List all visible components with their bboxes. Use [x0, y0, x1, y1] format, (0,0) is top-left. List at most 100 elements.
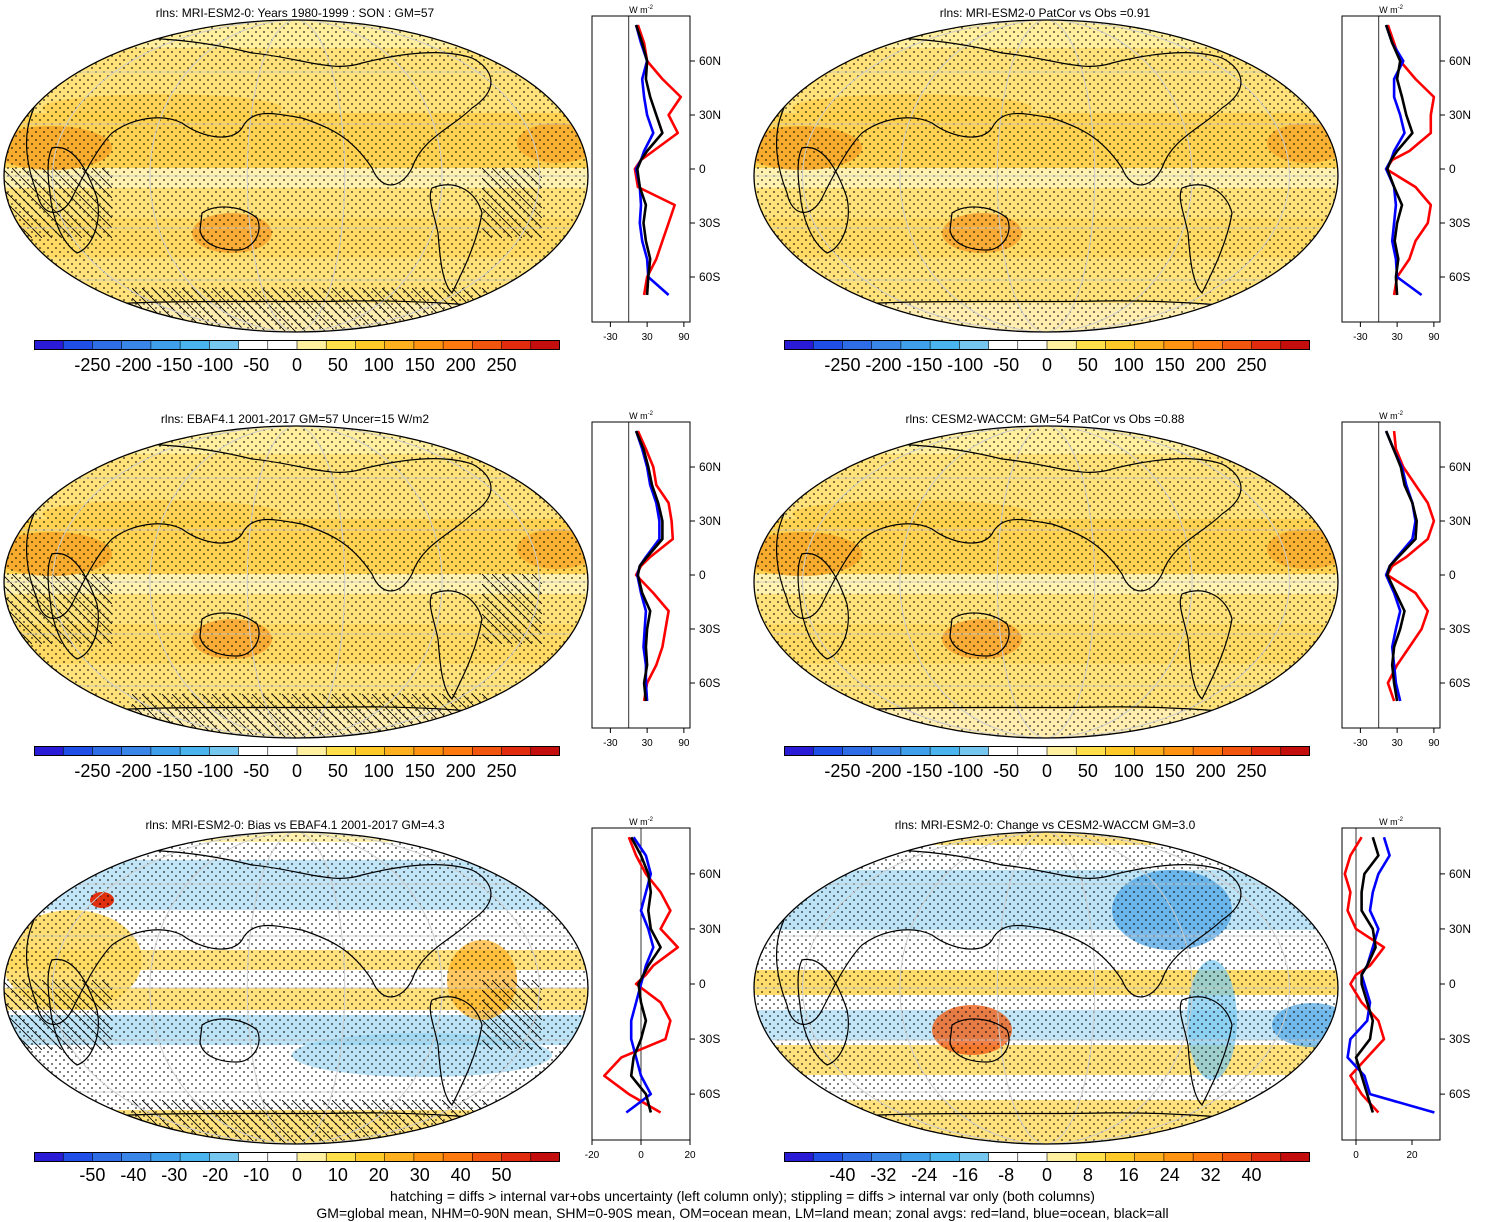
y-tick-label: 60S — [699, 270, 720, 284]
graticule-line — [149, 20, 443, 332]
coastline — [1179, 184, 1233, 295]
colorbar-swatch — [1076, 340, 1106, 350]
colorbar-tick-label: 40 — [1241, 1165, 1262, 1185]
colorbar-tick-label: 50 — [491, 1165, 512, 1185]
colorbar-swatch — [384, 1152, 415, 1162]
x-tick-label: -30 — [1353, 332, 1368, 343]
colorbar-swatch — [1017, 1152, 1048, 1162]
panel-title: rlns: MRI-ESM2-0: Bias vs EBAF4.1 2001-2… — [145, 818, 445, 832]
y-tick-label: 60N — [699, 54, 721, 68]
colorbar-swatch — [813, 1152, 843, 1162]
colorbar-swatch — [121, 340, 152, 350]
zonal-series-line — [1384, 24, 1436, 296]
colorbar-tick-label: -40 — [120, 1165, 147, 1185]
colorbar-swatch — [238, 746, 269, 756]
panel-title: rlns: MRI-ESM2-0: Change vs CESM2-WACCM … — [894, 818, 1196, 832]
colorbar-tick-label: 150 — [404, 761, 435, 781]
y-tick-label: 30S — [1449, 1032, 1470, 1046]
coastline — [25, 443, 492, 619]
colorbar-swatch — [326, 340, 356, 350]
colorbar-swatch — [900, 1152, 931, 1162]
colorbar-tick-label: -250 — [824, 355, 861, 375]
graticule-line — [996, 426, 1096, 738]
unit-label: W m-2 — [1379, 411, 1403, 421]
colorbar-tick-label: -50 — [993, 355, 1020, 375]
map-border — [753, 831, 1339, 1145]
colorbar-swatch — [34, 746, 64, 756]
map-border — [753, 19, 1339, 333]
x-tick-label: 30 — [642, 332, 654, 343]
graticule-line — [246, 426, 346, 738]
colorbar-swatch — [150, 746, 181, 756]
coastline — [25, 849, 492, 1025]
colorbar-swatch — [326, 746, 356, 756]
colorbar-swatch — [267, 1152, 298, 1162]
coastline — [199, 1018, 260, 1063]
colorbar-swatch — [355, 340, 385, 350]
colorbar-swatch — [530, 340, 560, 350]
colorbar-tick-label: -250 — [74, 355, 111, 375]
colorbar-tick-label: -24 — [911, 1165, 938, 1185]
zonal-series-line — [1384, 24, 1414, 296]
colorbar-tick-label: 16 — [1118, 1165, 1139, 1185]
zonal-series-line — [603, 836, 680, 1114]
graticule-line — [899, 832, 1193, 1144]
colorbar-swatch — [1251, 340, 1282, 350]
colorbar-tick-label: -200 — [865, 761, 902, 781]
colorbar-tick-label: -150 — [156, 355, 193, 375]
x-tick-label: 0 — [638, 1150, 644, 1161]
coastline — [775, 443, 1242, 619]
colorbar-tick-label: 200 — [1195, 761, 1226, 781]
colorbar-labels: -250 -200 -150 -100 -50 0 50 100 150 200 250 — [784, 761, 1310, 783]
x-tick-label: 90 — [1428, 332, 1440, 343]
map-plot — [3, 831, 589, 1145]
coastline — [1179, 590, 1233, 701]
y-tick-label: 30N — [1449, 922, 1471, 936]
y-tick-label: 0 — [699, 162, 706, 176]
colorbar-swatch — [443, 340, 473, 350]
colorbar — [784, 1152, 1310, 1162]
x-tick-label: 90 — [678, 738, 690, 749]
colorbar-swatch — [1280, 340, 1310, 350]
x-tick-label: 0 — [1353, 1150, 1359, 1161]
colorbar-swatch — [842, 340, 872, 350]
colorbar-tick-label: 200 — [445, 355, 476, 375]
colorbar-tick-label: 250 — [1236, 761, 1267, 781]
map-border — [3, 425, 589, 739]
y-tick-label: 30N — [1449, 108, 1471, 122]
colorbar-tick-label: -100 — [197, 355, 234, 375]
graticule-line — [802, 20, 1290, 332]
colorbar-tick-label: -100 — [947, 355, 984, 375]
coastline — [47, 552, 99, 660]
y-tick-label: 30S — [699, 216, 720, 230]
colorbar-tick-label: 8 — [1082, 1165, 1093, 1185]
y-tick-label: 30N — [1449, 514, 1471, 528]
x-tick-label: 30 — [642, 738, 654, 749]
colorbar-tick-label: 100 — [1113, 355, 1144, 375]
y-tick-label: 60N — [1449, 54, 1471, 68]
panel-title: rlns: MRI-ESM2-0: Years 1980-1999 : SON … — [155, 6, 435, 20]
y-tick-label: 60N — [1449, 460, 1471, 474]
map-plot — [753, 425, 1339, 739]
colorbar-swatch — [530, 1152, 560, 1162]
colorbar-swatch — [959, 1152, 989, 1162]
coastline — [429, 184, 483, 295]
coastline — [47, 146, 99, 254]
y-tick-label: 60N — [699, 460, 721, 474]
y-tick-label: 0 — [1449, 568, 1456, 582]
colorbar-swatch — [1076, 1152, 1106, 1162]
colorbar-swatch — [34, 1152, 64, 1162]
colorbar-swatch — [1163, 746, 1194, 756]
zonal-series-line — [1386, 430, 1436, 702]
colorbar-tick-label: 50 — [327, 761, 348, 781]
x-tick-label: 30 — [1392, 738, 1404, 749]
unit-label: W m-2 — [629, 817, 653, 827]
coastline — [199, 206, 260, 251]
colorbar-swatch — [1251, 746, 1282, 756]
zonal-frame — [591, 15, 691, 323]
colorbar-swatch — [988, 1152, 1019, 1162]
colorbar-swatch — [63, 1152, 93, 1162]
footer-line-1: hatching = diffs > internal var+obs unce… — [390, 1188, 1095, 1204]
hatching — [482, 168, 542, 238]
colorbar-swatch — [1105, 340, 1135, 350]
